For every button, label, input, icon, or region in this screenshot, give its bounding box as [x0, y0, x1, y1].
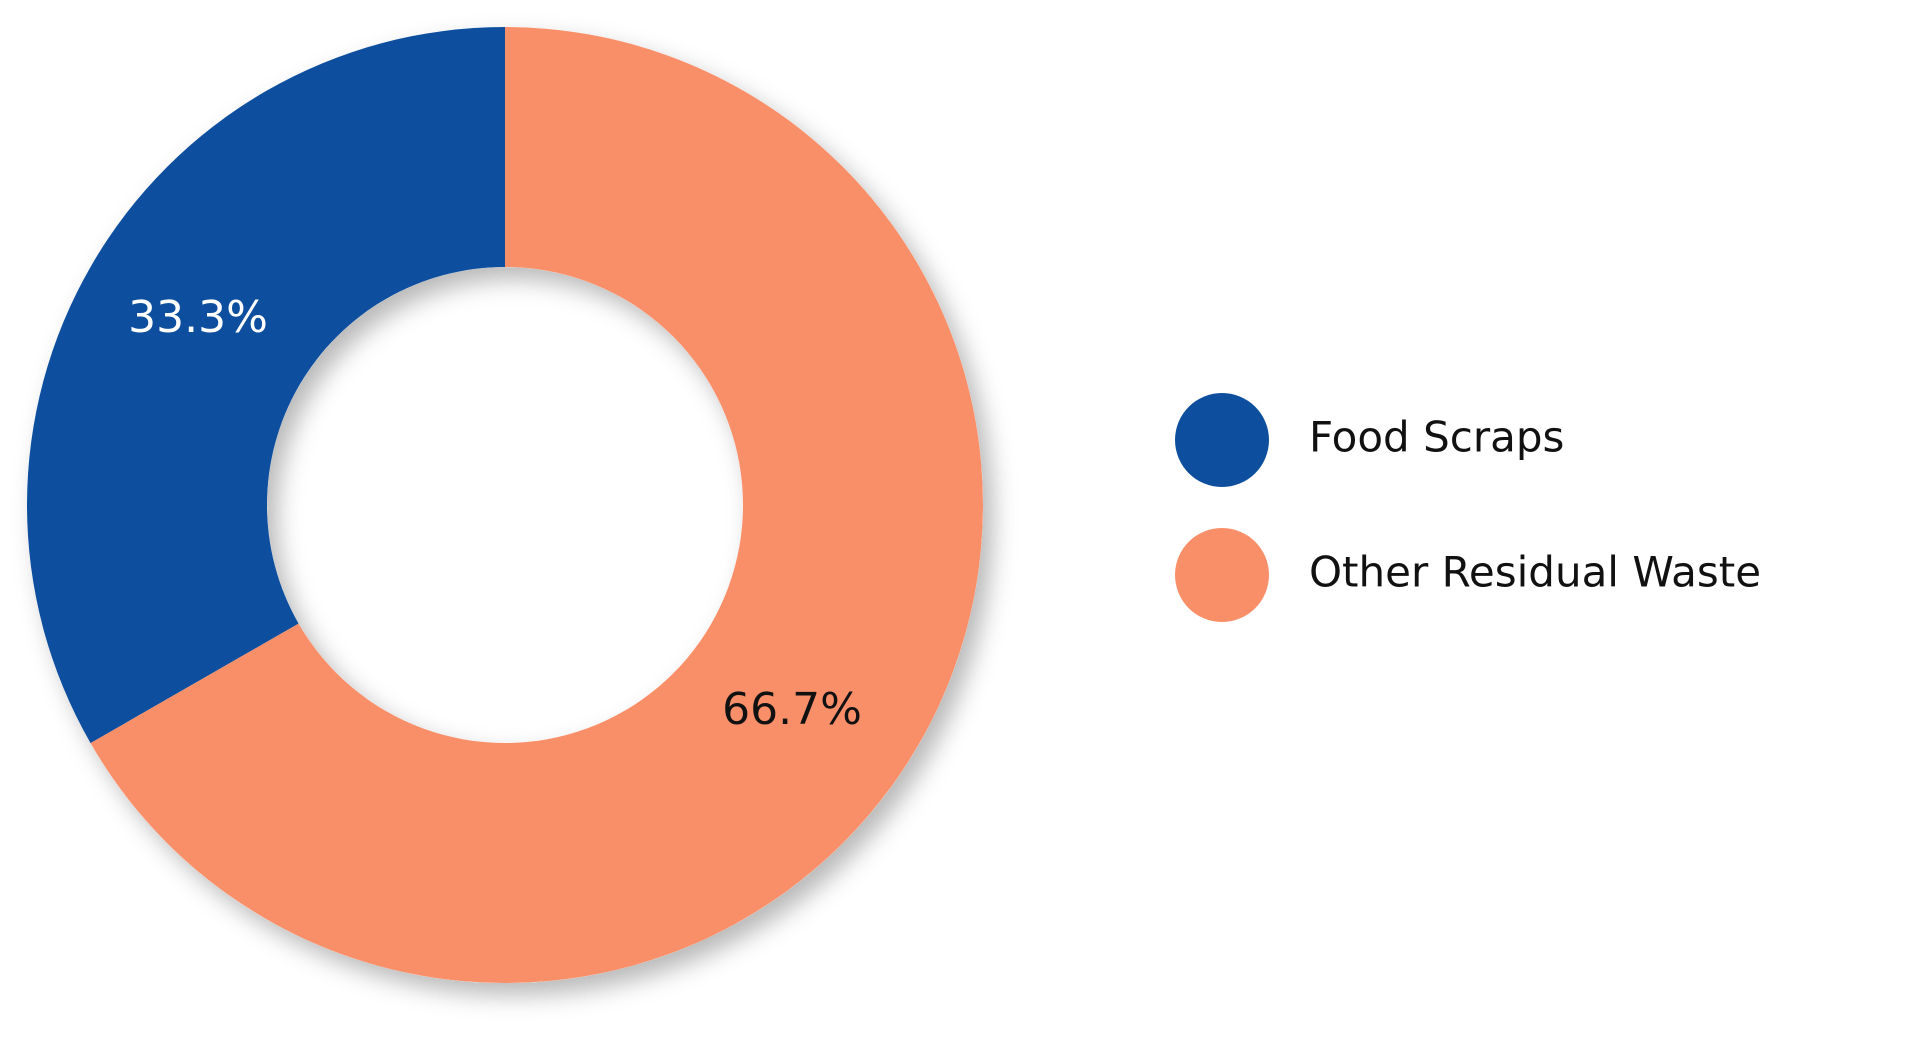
- chart-slices: [26, 27, 983, 983]
- chart-data-labels: 33.3% 66.7%: [128, 292, 862, 735]
- data-label-other-residual-waste: 66.7%: [722, 684, 862, 735]
- legend-label-food-scraps: Food Scraps: [1309, 413, 1564, 462]
- chart-legend: Food Scraps Other Residual Waste: [1175, 393, 1761, 622]
- legend-swatch-food-scraps: [1175, 393, 1269, 487]
- slice-other-residual-waste: [90, 27, 983, 983]
- slice-food-scraps: [26, 27, 506, 744]
- data-label-food-scraps: 33.3%: [128, 292, 268, 343]
- legend-swatch-other-residual-waste: [1175, 528, 1269, 622]
- legend-label-other-residual-waste: Other Residual Waste: [1309, 548, 1761, 597]
